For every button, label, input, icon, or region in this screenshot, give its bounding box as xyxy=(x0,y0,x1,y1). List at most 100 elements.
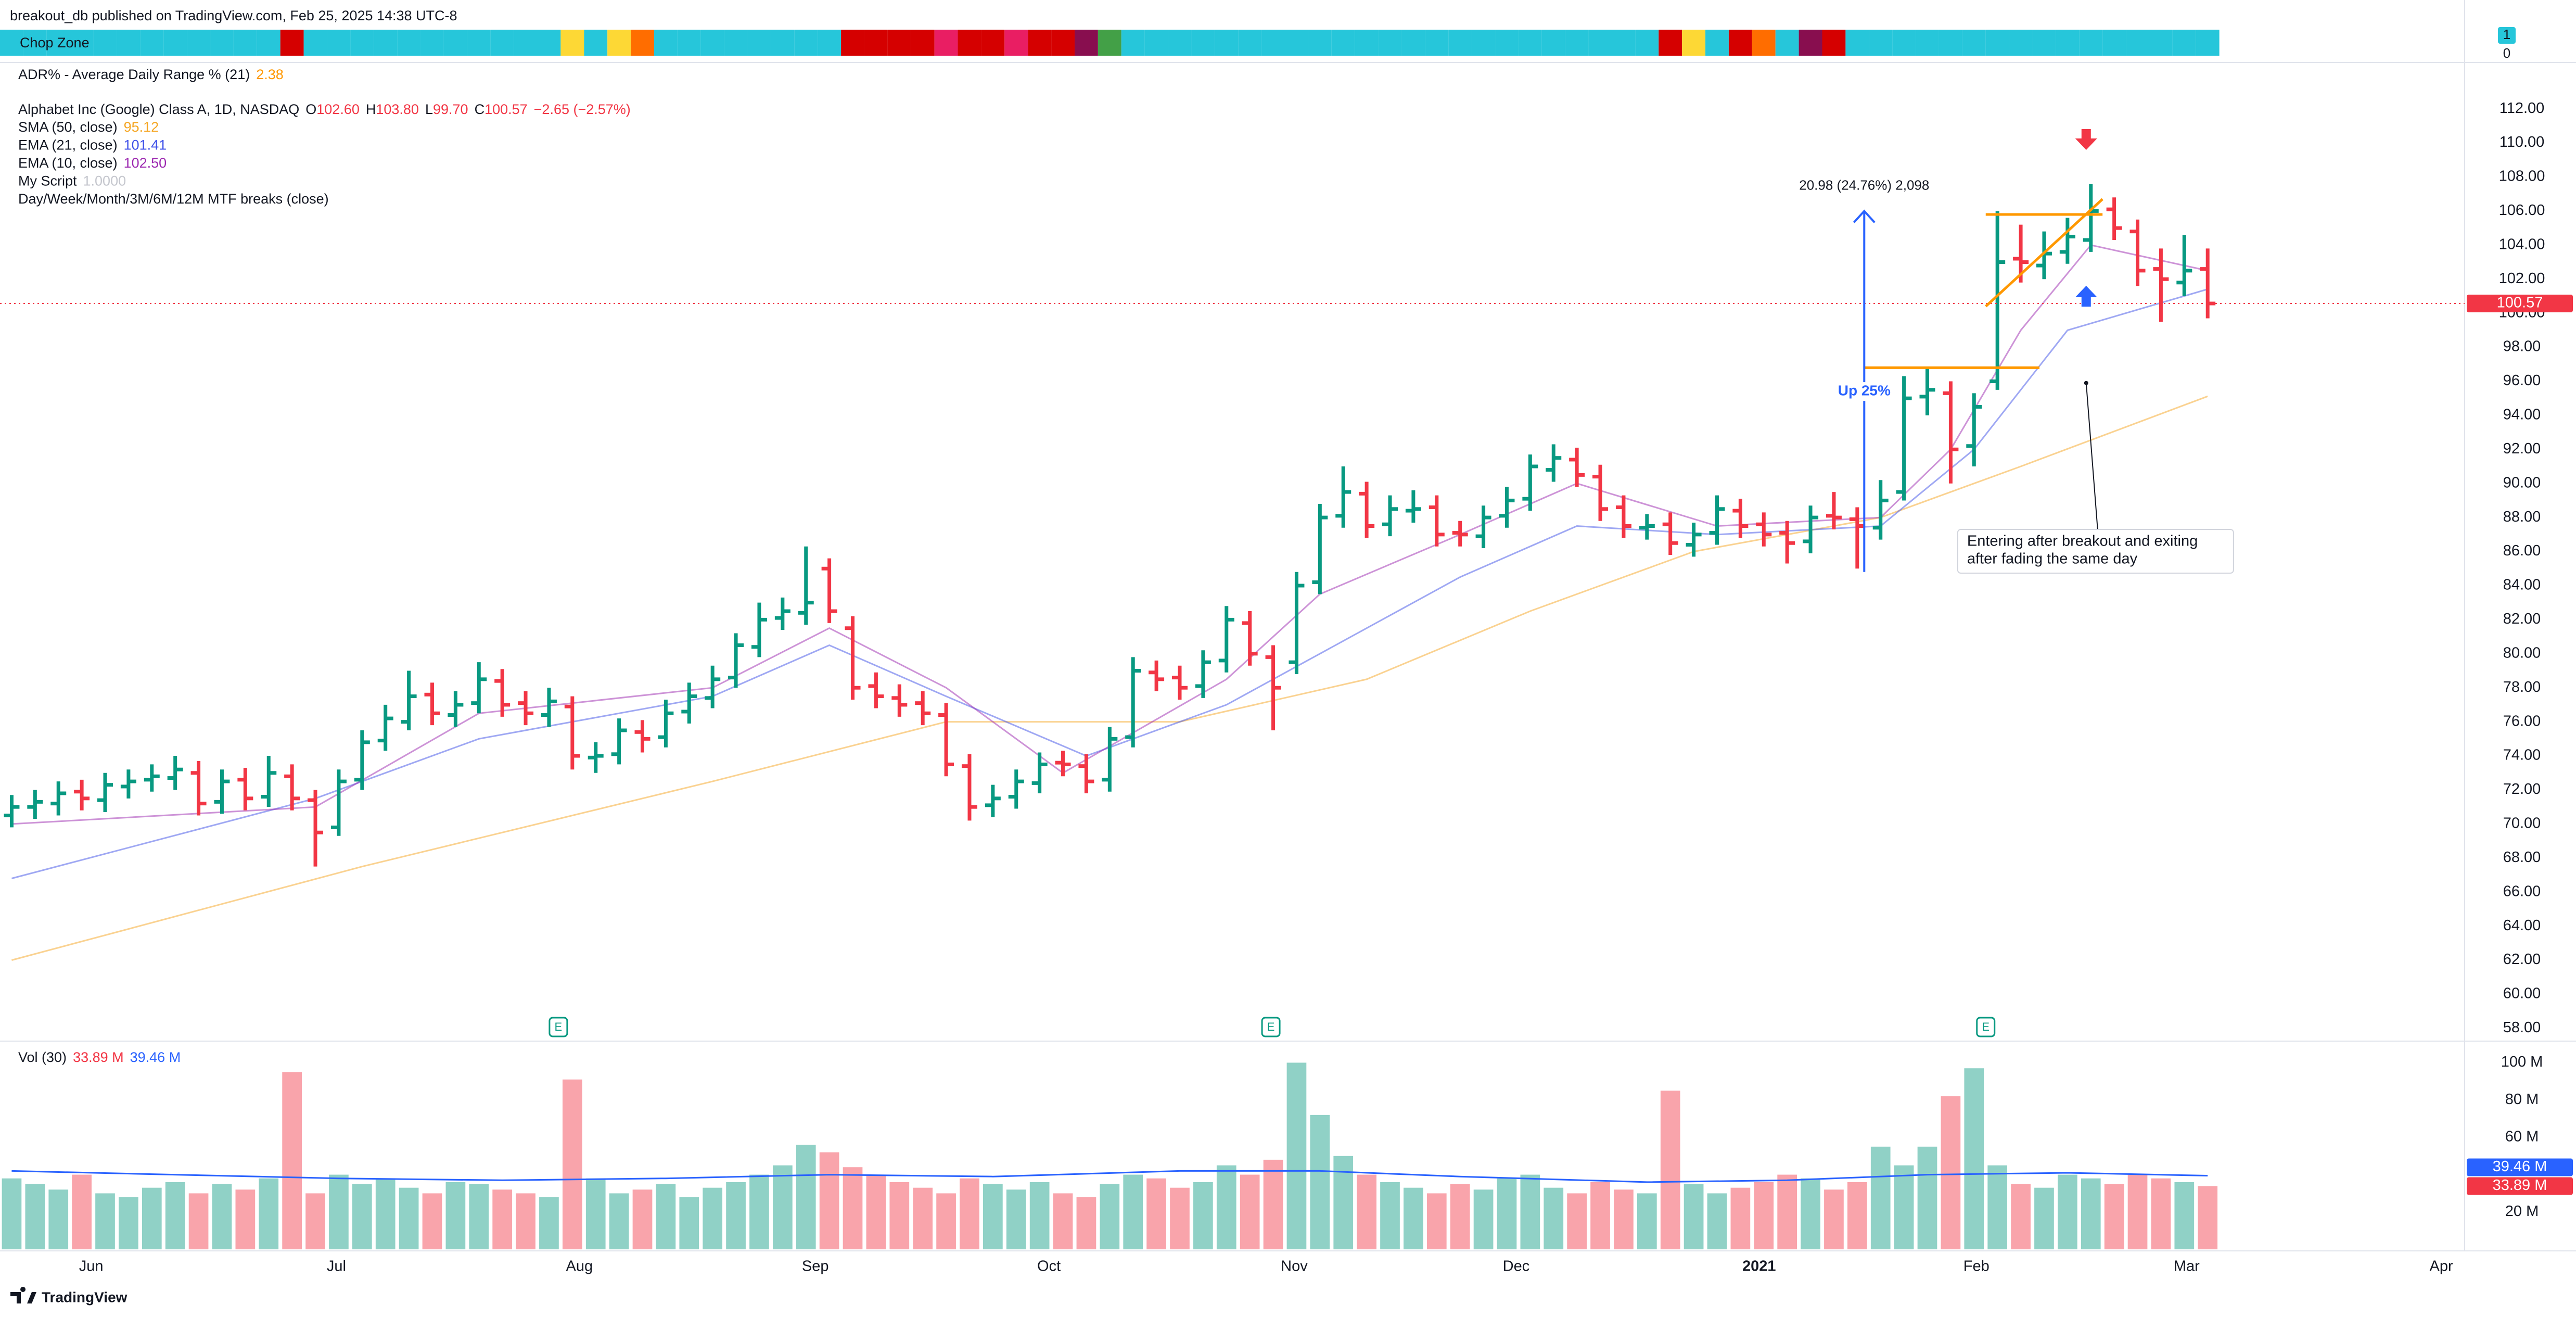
volume-legend-ma: 39.46 M xyxy=(130,1049,181,1065)
ohlc-value: 102.60 xyxy=(316,102,360,117)
volume-bar xyxy=(843,1167,863,1249)
chop-cell xyxy=(350,30,374,56)
volume-bar xyxy=(188,1193,209,1249)
chop-cell xyxy=(1355,30,1379,56)
volume-bar xyxy=(1216,1165,1236,1249)
volume-tick-label: 80 M xyxy=(2505,1091,2539,1108)
chop-cell xyxy=(140,30,164,56)
volume-title: Vol (30) xyxy=(18,1049,67,1065)
y-tick-label: 94.00 xyxy=(2503,407,2541,423)
adr-legend: ADR% - Average Daily Range % (21) 2.38 xyxy=(18,67,284,82)
volume-bar xyxy=(375,1178,396,1249)
volume-bar xyxy=(819,1152,839,1249)
volume-bar xyxy=(2,1178,22,1249)
chop-cell xyxy=(163,30,187,56)
chop-cell xyxy=(2196,30,2220,56)
volume-bar xyxy=(936,1193,956,1249)
x-tick-label: Aug xyxy=(566,1258,593,1275)
volume-bar xyxy=(422,1193,442,1249)
volume-bar xyxy=(562,1079,582,1249)
volume-bar xyxy=(235,1189,256,1249)
chop-cell xyxy=(1215,30,1239,56)
chop-cell xyxy=(607,30,631,56)
volume-bar xyxy=(1193,1182,1213,1249)
publisher: breakout_db published on TradingView.com… xyxy=(10,8,457,23)
chop-cell xyxy=(1191,30,1215,56)
y-tick-label: 96.00 xyxy=(2503,372,2541,389)
y-tick-label: 72.00 xyxy=(2503,781,2541,797)
signal-arrow xyxy=(2075,129,2097,150)
chop-cell xyxy=(818,30,841,56)
y-tick-label: 90.00 xyxy=(2503,474,2541,491)
volume-bar xyxy=(1847,1182,1867,1249)
chop-cell xyxy=(2009,30,2033,56)
volume-bar xyxy=(25,1184,45,1249)
chop-cell xyxy=(1261,30,1285,56)
chop-title: Chop Zone xyxy=(20,35,90,50)
y-tick-label: 58.00 xyxy=(2503,1019,2541,1036)
volume-bar xyxy=(2151,1178,2171,1249)
chop-cell xyxy=(560,30,584,56)
symbol-legend: Alphabet Inc (Google) Class A, 1D, NASDA… xyxy=(18,102,631,117)
chop-cell xyxy=(1308,30,1332,56)
chop-cell xyxy=(1728,30,1752,56)
volume-bar xyxy=(1894,1165,1914,1249)
volume-bar xyxy=(2174,1182,2195,1249)
volume-bar xyxy=(1450,1184,1470,1249)
volume-bar xyxy=(1333,1156,1354,1249)
chop-cell xyxy=(1378,30,1402,56)
chop-cell xyxy=(1659,30,1682,56)
y-tick-label: 108.00 xyxy=(2499,168,2545,185)
chop-cell xyxy=(70,30,94,56)
volume-tick-label: 100 M xyxy=(2501,1054,2543,1070)
chop-cell xyxy=(1518,30,1542,56)
chop-cell xyxy=(467,30,491,56)
ohlc-change: −2.65 (−2.57%) xyxy=(534,102,631,117)
adr-value: 2.38 xyxy=(256,67,284,82)
indicator-name: SMA (50, close) xyxy=(18,119,118,135)
chop-cell xyxy=(2126,30,2149,56)
chop-cell xyxy=(1892,30,1916,56)
chop-cell xyxy=(490,30,514,56)
chop-cell xyxy=(934,30,958,56)
chop-cell xyxy=(724,30,748,56)
chop-cell xyxy=(981,30,1005,56)
chop-cell xyxy=(677,30,701,56)
chop-cell xyxy=(841,30,864,56)
x-tick-label: Jul xyxy=(327,1258,346,1275)
indicator-value: 102.50 xyxy=(124,155,167,171)
volume-bar xyxy=(1660,1091,1680,1249)
y-tick-label: 68.00 xyxy=(2503,849,2541,866)
x-tick-label: Dec xyxy=(1503,1258,1530,1275)
volume-bar xyxy=(1941,1096,1961,1249)
volume-bar xyxy=(889,1182,910,1249)
chop-cell xyxy=(1635,30,1659,56)
chop-cell xyxy=(1401,30,1425,56)
chop-cell xyxy=(443,30,467,56)
volume-legend: Vol (30) 33.89 M 39.46 M xyxy=(18,1049,181,1065)
volume-bar xyxy=(656,1184,676,1249)
chop-cell xyxy=(210,30,234,56)
volume-bar xyxy=(399,1187,419,1249)
volume-ma-box xyxy=(2467,1158,2573,1176)
volume-bar xyxy=(679,1197,699,1249)
volume-bar xyxy=(352,1184,372,1249)
volume-bar xyxy=(95,1193,115,1249)
footer-brand: TradingView xyxy=(42,1289,127,1305)
indicator-name: Day/Week/Month/3M/6M/12M MTF breaks (clo… xyxy=(18,191,329,207)
chop-cell xyxy=(1448,30,1472,56)
y-tick-label: 84.00 xyxy=(2503,577,2541,593)
chop-cell xyxy=(397,30,421,56)
volume-bar xyxy=(1964,1068,1984,1249)
volume-bar xyxy=(1777,1174,1797,1249)
indicator-legend: EMA (21, close) 101.41 xyxy=(18,137,167,153)
chop-cell xyxy=(584,30,608,56)
chop-cell xyxy=(1331,30,1355,56)
chop-cell xyxy=(1238,30,1262,56)
indicator-name: EMA (10, close) xyxy=(18,155,118,171)
indicator-legend: My Script 1.0000 xyxy=(18,173,126,189)
x-tick-label: 2021 xyxy=(1742,1258,1776,1275)
volume-bar xyxy=(2104,1184,2124,1249)
x-tick-label: Oct xyxy=(1037,1258,1061,1275)
earnings-marker xyxy=(1261,1017,1281,1037)
